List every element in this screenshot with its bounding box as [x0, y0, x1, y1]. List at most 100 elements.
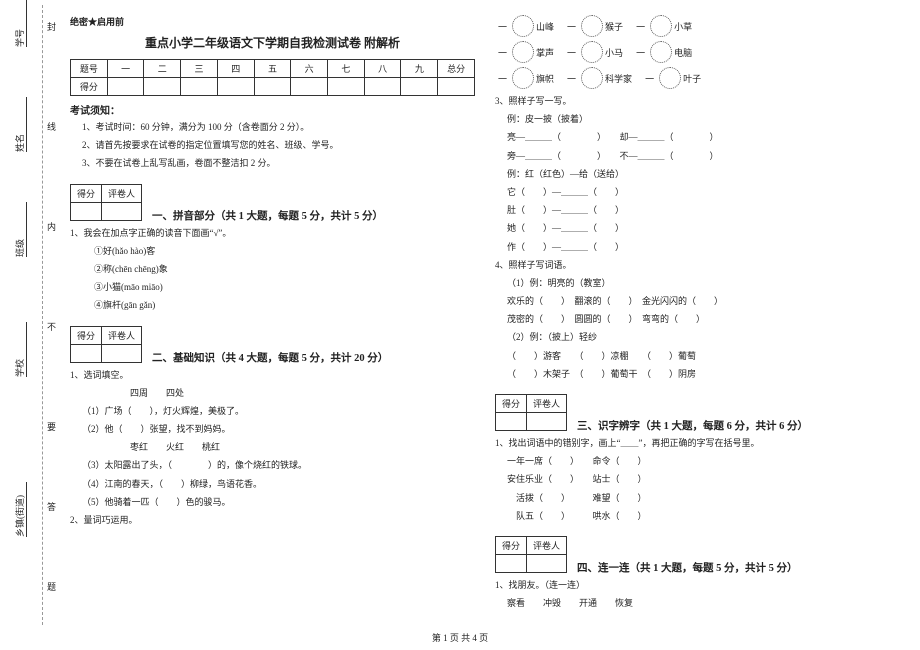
field-student-id[interactable]: 学号	[13, 0, 27, 47]
cell[interactable]	[71, 344, 102, 362]
q4-line: 茂密的（ ） 圆圆的（ ） 弯弯的（ ）	[495, 311, 900, 327]
q1-item: ①好(hǎo hào)客	[70, 243, 475, 259]
mini-c1: 得分	[71, 184, 102, 202]
notice-item: 3、不要在试卷上乱写乱画，卷面不整洁扣 2 分。	[70, 155, 475, 171]
gear-icon	[581, 41, 603, 63]
score-mini: 得分评卷人	[495, 394, 567, 431]
column-right: 一山峰 一猴子 一小草 一掌声 一小马 一电脑 一旗帜 一科学家 一叶子 3、照…	[495, 15, 900, 615]
label-class: 班级	[15, 239, 25, 257]
score-mini: 得分评卷人	[70, 184, 142, 221]
sec2-line: 枣红 火红 桃红	[70, 439, 475, 455]
section3-title: 三、识字辨字（共 1 大题，每题 6 分，共计 6 分）	[577, 418, 808, 433]
binding-char: 答	[47, 500, 56, 513]
gear-icon	[659, 67, 681, 89]
th: 七	[328, 60, 365, 78]
notice-head: 考试须知：	[70, 102, 475, 117]
cell[interactable]	[291, 78, 328, 96]
binding-char: 不	[47, 320, 56, 333]
sec3-line: 活拨（ ） 难望（ ）	[495, 490, 900, 506]
gear-icon	[512, 15, 534, 37]
th: 总分	[438, 60, 475, 78]
gear-item: 一掌声	[495, 41, 554, 63]
cell[interactable]	[328, 78, 365, 96]
field-school[interactable]: 学校	[13, 322, 27, 377]
cell[interactable]	[181, 78, 218, 96]
q3-line: 例：皮一披（披着）	[495, 111, 900, 127]
section4-title: 四、连一连（共 1 大题，每题 5 分，共计 5 分）	[577, 560, 798, 575]
sec3-line: 队五（ ） 哄水（ ）	[495, 508, 900, 524]
mini-c1: 得分	[71, 326, 102, 344]
mini-c2: 评卷人	[102, 184, 142, 202]
notice-item: 2、请首先按要求在试卷的指定位置填写您的姓名、班级、学号。	[70, 137, 475, 153]
field-class[interactable]: 班级	[13, 202, 27, 257]
q3-line: 亮—＿＿＿（ ） 却—＿＿＿（ ）	[495, 129, 900, 145]
cell[interactable]	[401, 78, 438, 96]
q4-line: （1）例：明亮的（教室）	[495, 275, 900, 291]
sec2-line: （2）他（ ）张望，找不到妈妈。	[70, 421, 475, 437]
gear-label: 掌声	[536, 46, 554, 59]
cell[interactable]	[217, 78, 254, 96]
sec2-line: （4）江南的春天，（ ）柳绿，鸟语花香。	[70, 476, 475, 492]
q4-line: （2）例：（披上）轻纱	[495, 329, 900, 345]
gear-icon	[581, 15, 603, 37]
binding-char: 题	[47, 580, 56, 593]
th: 五	[254, 60, 291, 78]
q3-line: 作（ ）—＿＿＿（ ）	[495, 239, 900, 255]
cell[interactable]	[496, 413, 527, 431]
sec2-q1: 1、选词填空。	[70, 367, 475, 383]
mini-c1: 得分	[496, 536, 527, 554]
binding-char: 线	[47, 120, 56, 133]
q3-line: 肚（ ）—＿＿＿（ ）	[495, 202, 900, 218]
sec2-line: （1）广场（ ），灯火辉煌，美极了。	[70, 403, 475, 419]
cell[interactable]	[71, 202, 102, 220]
sec3-q: 1、找出词语中的错别字，画上“＿＿”，再把正确的字写在括号里。	[495, 435, 900, 451]
th: 三	[181, 60, 218, 78]
gear-icon	[650, 15, 672, 37]
gear-icon	[581, 67, 603, 89]
gear-icon	[512, 67, 534, 89]
q1-item: ④旗杆(gān gǎn)	[70, 297, 475, 313]
q4: 4、照样子写词语。	[495, 257, 900, 273]
th-label: 题号	[71, 60, 108, 78]
sec2-line: （5）他骑着一匹（ ）色的骏马。	[70, 494, 475, 510]
label-name: 姓名	[15, 134, 25, 152]
secret-label: 绝密★启用前	[70, 15, 475, 28]
sec3-line: 一年一席（ ） 命令（ ）	[495, 453, 900, 469]
th: 九	[401, 60, 438, 78]
gear-item: 一旗帜	[495, 67, 554, 89]
cell[interactable]	[527, 413, 567, 431]
cell[interactable]	[107, 78, 144, 96]
exam-title: 重点小学二年级语文下学期自我检测试卷 附解析	[70, 34, 475, 51]
cell[interactable]	[527, 554, 567, 572]
cell[interactable]	[438, 78, 475, 96]
q3-line: 例：红（红色）—给（送给）	[495, 166, 900, 182]
field-name[interactable]: 姓名	[13, 97, 27, 152]
gear-label: 小草	[674, 20, 692, 33]
cell[interactable]	[254, 78, 291, 96]
label-town: 乡镇(街道)	[15, 495, 25, 537]
gear-item: 一小马	[564, 41, 623, 63]
mini-c2: 评卷人	[527, 395, 567, 413]
sec2-line: （3）太阳露出了头，（ ）的，像个烧红的铁球。	[70, 457, 475, 473]
score-mini: 得分评卷人	[70, 326, 142, 363]
cell[interactable]	[102, 202, 142, 220]
binding-char: 封	[47, 20, 56, 33]
gear-item: 一叶子	[642, 67, 701, 89]
notice-item: 1、考试时间：60 分钟，满分为 100 分（含卷面分 2 分）。	[70, 119, 475, 135]
page-footer: 第 1 页 共 4 页	[0, 631, 920, 644]
section2-title: 二、基础知识（共 4 大题，每题 5 分，共计 20 分）	[152, 350, 388, 365]
gear-item: 一小草	[633, 15, 692, 37]
mini-c1: 得分	[496, 395, 527, 413]
cell[interactable]	[496, 554, 527, 572]
field-town[interactable]: 乡镇(街道)	[13, 482, 27, 537]
cell[interactable]	[144, 78, 181, 96]
cell[interactable]	[364, 78, 401, 96]
column-left: 绝密★启用前 重点小学二年级语文下学期自我检测试卷 附解析 题号 一 二 三 四…	[70, 15, 475, 615]
gear-item: 一猴子	[564, 15, 623, 37]
q4-line: （ ）游客 （ ）凉棚 （ ）葡萄	[495, 348, 900, 364]
cell[interactable]	[102, 344, 142, 362]
score-table: 题号 一 二 三 四 五 六 七 八 九 总分 得分	[70, 59, 475, 96]
gear-label: 猴子	[605, 20, 623, 33]
gear-label: 电脑	[674, 46, 692, 59]
th: 八	[364, 60, 401, 78]
